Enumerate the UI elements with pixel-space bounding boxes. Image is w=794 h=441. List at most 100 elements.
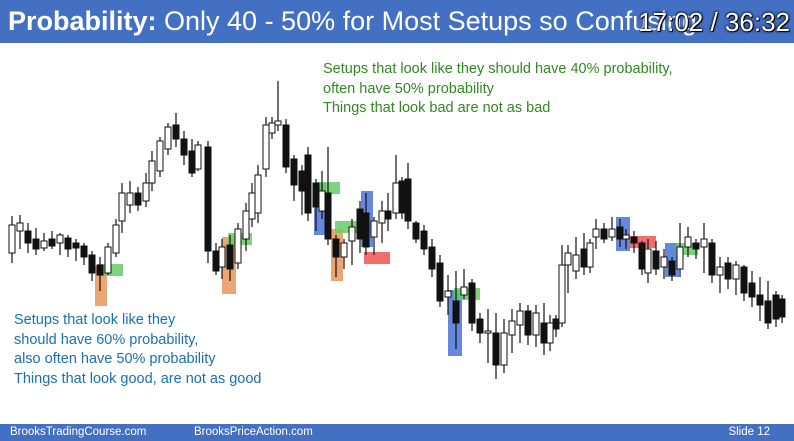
bull-candle — [40, 240, 48, 249]
bear-candle — [412, 222, 420, 240]
footer-bar: BrooksTradingCourse.com BrooksPriceActio… — [0, 424, 794, 441]
candlestick-chart — [8, 81, 786, 379]
bear-candle — [420, 230, 428, 250]
bull-candle — [558, 264, 566, 324]
bull-candle — [16, 222, 24, 232]
bear-candle — [476, 318, 484, 334]
bear-candle — [96, 264, 104, 276]
bear-candle — [748, 282, 756, 298]
blue-note-line-3: also often have 50% probability — [14, 351, 216, 367]
bull-candle — [608, 228, 616, 238]
bull-candle — [684, 236, 692, 248]
bull-candle — [546, 322, 554, 344]
bull-candle — [56, 234, 64, 244]
title-bar: Probability: Only 40 - 50% for Most Setu… — [0, 0, 794, 43]
bear-candle — [384, 210, 392, 220]
bear-candle — [32, 238, 40, 250]
bull-candle — [118, 192, 126, 222]
bull-candle — [268, 122, 276, 134]
slide-title: Probability: Only 40 - 50% for Most Setu… — [8, 4, 697, 38]
bear-candle — [652, 250, 660, 270]
bull-candle — [8, 224, 16, 254]
bull-candle — [340, 242, 348, 258]
bear-candle — [692, 242, 700, 250]
footer-website-left: BrooksTradingCourse.com — [10, 426, 147, 438]
bull-candle — [112, 224, 120, 254]
bull-candle — [660, 256, 668, 268]
bear-candle — [540, 322, 548, 344]
bear-candle — [638, 242, 646, 270]
bear-candle — [398, 180, 406, 214]
bear-candle — [24, 230, 32, 244]
bull-candle — [370, 220, 378, 238]
bull-candle — [444, 290, 452, 298]
bear-candle — [332, 238, 340, 258]
bear-candle — [212, 250, 220, 272]
bear-candle — [48, 238, 56, 247]
bear-candle — [740, 266, 748, 294]
video-timer: 17:02 / 36:32 — [638, 7, 790, 37]
green-note-line-3: Things that look bad are not as bad — [323, 100, 551, 116]
footer-website-middle: BrooksPriceAction.com — [194, 426, 313, 438]
bull-candle — [274, 120, 282, 126]
slide-number: Slide 12 — [728, 426, 770, 438]
bear-candle — [356, 208, 364, 240]
bear-candle — [630, 236, 638, 244]
bull-candle — [644, 248, 652, 274]
bear-candle — [134, 192, 142, 206]
blue-note-line-4: Things that look good, are not as good — [14, 370, 262, 387]
bear-candle — [492, 332, 500, 366]
bear-candle — [188, 150, 196, 174]
bull-candle — [142, 182, 150, 202]
title-rest-label: Only 40 - 50% for Most Setups so Confusi… — [156, 6, 697, 36]
bull-candle — [104, 246, 112, 274]
bear-candle — [552, 318, 560, 330]
bull-candle — [622, 234, 630, 240]
bull-candle — [156, 140, 164, 172]
bull-candle — [234, 228, 242, 264]
bull-candle — [194, 144, 202, 170]
bear-candle — [362, 212, 370, 248]
bear-candle — [756, 294, 764, 306]
bear-candle — [324, 192, 332, 240]
bear-candle — [304, 154, 312, 214]
bull-candle — [242, 210, 250, 240]
bear-candle — [204, 146, 212, 252]
bear-candle — [428, 246, 436, 270]
bull-candle — [318, 190, 326, 212]
green-annotation: Setups that look like they should have 4… — [323, 60, 673, 119]
bear-candle — [172, 124, 180, 140]
bear-candle — [312, 182, 320, 208]
green-note-line-2: often have 50% probability — [323, 80, 494, 97]
bull-candle — [148, 160, 156, 184]
bull-candle — [378, 210, 386, 224]
bull-candle — [348, 226, 356, 242]
bull-candle — [700, 238, 708, 248]
bear-candle — [524, 310, 532, 336]
bull-candle — [460, 286, 468, 296]
bear-candle — [772, 294, 780, 320]
bear-candle — [180, 138, 188, 156]
bear-candle — [668, 260, 676, 276]
bear-candle — [290, 158, 298, 186]
title-bold-label: Probability: — [8, 6, 157, 36]
bull-candle — [254, 174, 262, 214]
bear-candle — [764, 300, 772, 324]
blue-note-line-2: should have 60% probability, — [14, 331, 199, 348]
bull-candle — [248, 192, 256, 220]
bull-candle — [484, 330, 492, 334]
bull-candle — [262, 124, 270, 170]
bull-candle — [516, 310, 524, 326]
bull-candle — [532, 312, 540, 336]
bear-candle — [708, 242, 716, 276]
bull-candle — [218, 246, 226, 268]
bear-candle — [468, 282, 476, 324]
bull-candle — [572, 254, 580, 272]
bull-candle — [676, 246, 684, 270]
bull-candle — [164, 126, 172, 150]
bear-candle — [72, 242, 80, 249]
green-note-line-1: Setups that look like they should have 4… — [323, 61, 673, 77]
bear-candle — [452, 300, 460, 324]
bear-candle — [80, 245, 88, 258]
bear-candle — [724, 262, 732, 280]
